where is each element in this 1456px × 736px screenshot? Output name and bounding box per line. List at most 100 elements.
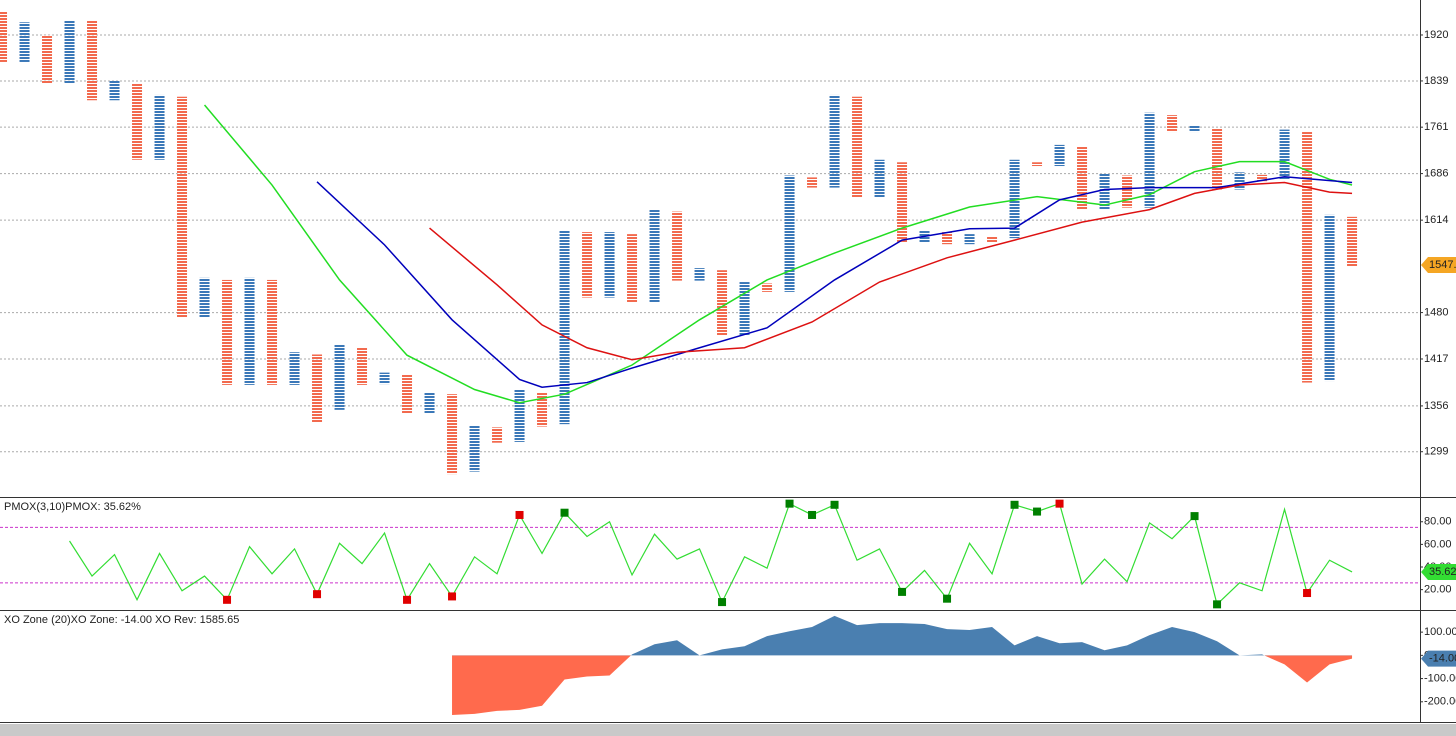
pnf-column: [897, 162, 908, 243]
pnf-column: [1279, 129, 1290, 180]
y-tick-label: 1356: [1424, 400, 1448, 412]
value-tag: [1421, 256, 1456, 273]
pnf-column: [64, 20, 75, 84]
pnf-column: [852, 96, 863, 198]
pnf-column: [199, 277, 210, 318]
y-tick-label: 1614: [1424, 214, 1448, 226]
signal-marker: [223, 595, 232, 604]
signal-marker: [1055, 499, 1064, 508]
pnf-column: [987, 236, 998, 243]
pnf-column: [694, 268, 705, 281]
signal-marker: [1303, 589, 1312, 598]
y-tick-label: 80.00: [1424, 516, 1452, 528]
pnf-column: [424, 392, 435, 414]
pnf-column: [154, 94, 165, 160]
y-tick-label: 1686: [1424, 167, 1448, 179]
pnf-column: [87, 20, 98, 101]
pnf-column: [627, 234, 638, 303]
value-tag-label: 35.62: [1429, 566, 1456, 578]
pnf-column: [447, 394, 458, 475]
pnf-column: [42, 34, 53, 84]
pnf-column: [357, 347, 368, 385]
pnf-column: [379, 372, 390, 385]
y-tick-label: 1920: [1424, 29, 1448, 41]
value-tag-label: 1547.6: [1429, 259, 1456, 271]
pnf-column: [784, 175, 795, 292]
pnf-column: [559, 230, 570, 425]
pnf-column: [1347, 216, 1358, 267]
signal-marker: [898, 587, 907, 596]
value-tag-label: -14.00: [1429, 653, 1456, 665]
signal-marker: [515, 510, 524, 519]
value-tag: [1421, 650, 1456, 667]
pnf-column: [1122, 175, 1133, 208]
pnf-column: [222, 279, 233, 385]
panel-title: XO Zone (20)XO Zone: -14.00 XO Rev: 1585…: [4, 614, 239, 626]
pnf-column: [1302, 132, 1313, 383]
pnf-column: [1189, 125, 1200, 133]
signal-marker: [785, 499, 794, 508]
oscillator-line: [69, 502, 1353, 606]
value-tag: [1421, 563, 1456, 580]
pnf-column: [649, 209, 660, 303]
pnf-column: [402, 374, 413, 414]
pnf-column: [267, 279, 278, 385]
area-negative: [452, 655, 1353, 716]
pnf-column: [334, 344, 345, 410]
signal-marker: [448, 592, 457, 601]
pnf-column: [829, 94, 840, 188]
pnf-column: [132, 83, 143, 160]
moving-average: [316, 176, 1353, 388]
signal-marker: [943, 594, 952, 603]
y-tick-label: 1299: [1424, 446, 1448, 458]
signal-marker: [403, 595, 412, 604]
pnf-column: [289, 352, 300, 385]
pnf-column: [177, 96, 188, 318]
pnf-column: [244, 277, 255, 385]
pnf-column: [672, 211, 683, 281]
pnf-column: [807, 177, 818, 188]
pnf-column: [312, 354, 323, 423]
y-tick-label: 1417: [1424, 353, 1448, 365]
y-tick-label: 100.00: [1424, 626, 1456, 638]
pnf-column: [109, 80, 120, 101]
pnf-column: [762, 283, 773, 292]
y-tick-label: 1839: [1424, 75, 1448, 87]
pnf-column: [604, 232, 615, 298]
signal-marker: [718, 598, 727, 607]
y-tick-label: 20.00: [1424, 584, 1452, 596]
signal-marker: [313, 590, 322, 599]
pnf-column: [514, 389, 525, 442]
pnf-column: [537, 392, 548, 427]
signal-marker: [830, 500, 839, 509]
signal-marker: [1190, 512, 1199, 521]
y-tick-label: -100.00: [1424, 672, 1456, 684]
y-tick-label: 1480: [1424, 306, 1448, 318]
pnf-column: [1234, 172, 1245, 190]
pnf-column: [582, 232, 593, 298]
plot-layer: 1920 1839 1761 1686 1614 1480 1417 1356 1299 1547…: [0, 11, 1456, 716]
pnf-column: [717, 270, 728, 336]
signal-marker: [1033, 507, 1042, 516]
pnf-column: [1324, 214, 1335, 382]
pnf-column: [1032, 162, 1043, 167]
panel-title: PMOX(3,10)PMOX: 35.62%: [4, 501, 141, 513]
signal-marker: [808, 510, 817, 519]
pnf-column: [1009, 159, 1020, 239]
scrollbar: [0, 724, 1456, 736]
pnf-column: [1144, 112, 1155, 208]
area-positive: [452, 615, 1353, 656]
pnf-column: [1212, 128, 1223, 190]
pnf-column: [19, 22, 30, 62]
pnf-column: [0, 11, 8, 62]
y-tick-label: 1761: [1424, 121, 1448, 133]
pnf-column: [1077, 146, 1088, 210]
pnf-column: [469, 425, 480, 472]
pnf-column: [1099, 173, 1110, 210]
signal-marker: [1213, 600, 1222, 609]
moving-average: [429, 181, 1353, 361]
pnf-column: [1054, 144, 1065, 167]
moving-average: [203, 104, 1353, 404]
